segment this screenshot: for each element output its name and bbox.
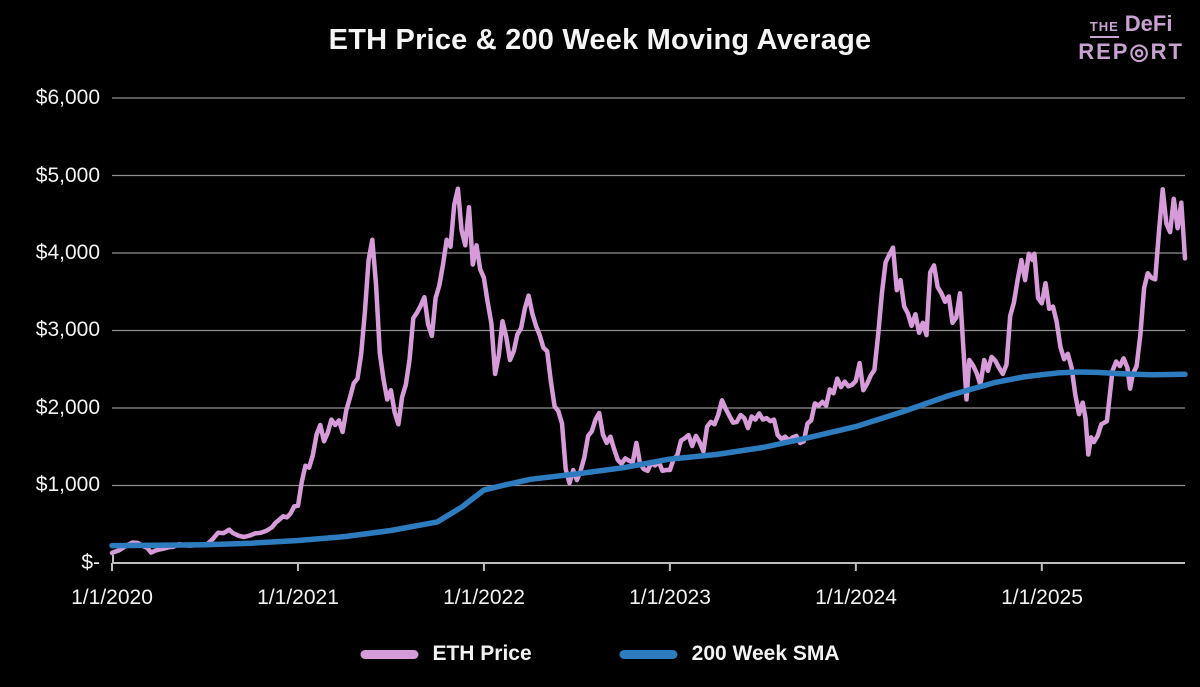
- logo-report: REP◎RT: [1078, 38, 1184, 64]
- sma-line: [109, 369, 1188, 549]
- x-axis-line: [111, 555, 1185, 571]
- y-axis-label-4000: $4,000: [35, 241, 100, 264]
- legend-item-eth: ETH Price: [360, 642, 532, 666]
- y-axis-label-5000: $5,000: [35, 164, 100, 187]
- x-axis-label-2024: 1/1/2024: [815, 586, 897, 609]
- x-axis-label-2025: 1/1/2025: [1001, 586, 1083, 609]
- eth-price-line: [109, 186, 1188, 556]
- chart-title: ETH Price & 200 Week Moving Average: [328, 24, 872, 56]
- x-axis-label-2021: 1/1/2021: [257, 586, 339, 609]
- y-axis-label-zero: $-: [81, 551, 100, 574]
- legend-item-sma: 200 Week SMA: [619, 642, 840, 666]
- x-axis-label-2020: 1/1/2020: [71, 586, 153, 609]
- logo-defi: DeFi: [1124, 11, 1173, 36]
- x-axis-label-2022: 1/1/2022: [443, 586, 525, 609]
- legend-label-sma: 200 Week SMA: [691, 642, 840, 665]
- legend-label-eth: ETH Price: [432, 642, 532, 665]
- logo-the: THE: [1089, 20, 1119, 38]
- y-axis-label-1000: $1,000: [35, 473, 100, 496]
- logo-line1: THE DeFi: [1078, 12, 1184, 38]
- eth-swatch: [360, 649, 419, 659]
- y-axis-label-6000: $6,000: [35, 86, 100, 109]
- defi-report-logo: THE DeFi REP◎RT: [1078, 12, 1184, 63]
- legend: ETH Price 200 Week SMA: [360, 642, 840, 666]
- x-axis-label-2023: 1/1/2023: [629, 586, 711, 609]
- y-axis-label-3000: $3,000: [35, 318, 100, 341]
- y-axis-label-2000: $2,000: [35, 396, 100, 419]
- sma-swatch: [619, 649, 678, 659]
- gridlines: [112, 97, 1185, 487]
